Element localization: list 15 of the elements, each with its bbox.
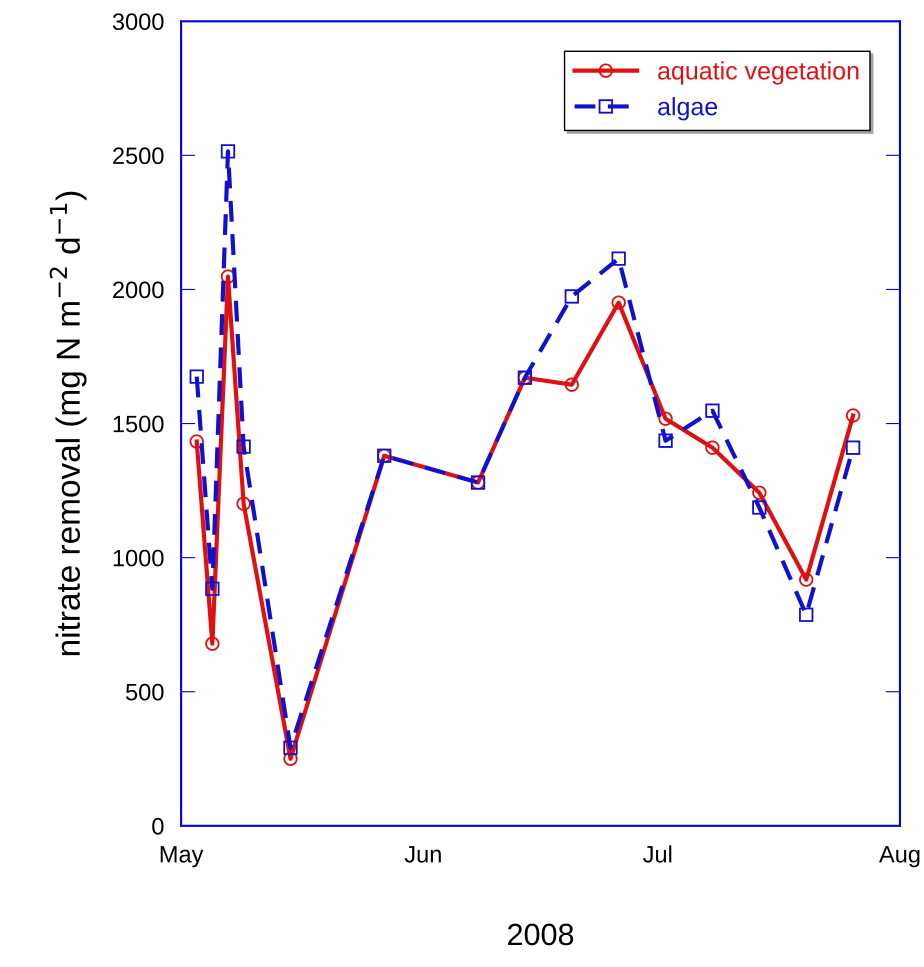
legend-label: algae [658,97,718,120]
y-tick-label: 2500 [113,147,164,164]
y-tick-label: 0 [152,818,164,835]
y-axis-title: nitrate removal (mg N m$^{−2}$ d$^{−1}$) [50,192,87,656]
y-tick-label: 1500 [114,416,164,432]
legend-label: aquatic vegetation [658,61,858,85]
y-tick-label: 500 [126,684,164,701]
x-tick-label: Aug [879,846,920,868]
y-tick-label: 2000 [113,282,164,298]
y-tick-label: 1000 [114,550,164,566]
x-tick-label: Jun [404,846,441,863]
x-axis-title: 2008 [508,924,574,946]
y-tick-label: 3000 [112,13,164,30]
x-tick-label: May [160,846,204,868]
x-tick-label: Jul [643,845,672,863]
